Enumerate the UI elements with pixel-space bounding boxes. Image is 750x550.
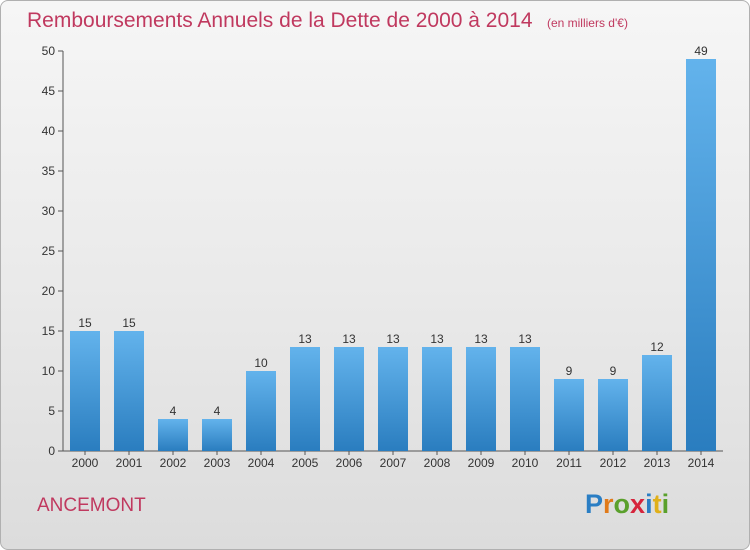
bar	[246, 371, 276, 451]
y-tick-label: 15	[42, 324, 56, 338]
x-tick-label: 2004	[248, 456, 275, 470]
bar-value-label: 15	[122, 316, 136, 330]
bar-value-label: 13	[298, 332, 312, 346]
bar-value-label: 10	[254, 356, 268, 370]
y-tick-label: 0	[48, 444, 55, 458]
bar	[70, 331, 100, 451]
bar	[686, 59, 716, 451]
bar-value-label: 49	[694, 44, 708, 58]
chart-title: Remboursements Annuels de la Dette de 20…	[27, 9, 533, 32]
logo-letter: o	[613, 489, 631, 519]
x-tick-label: 2010	[512, 456, 539, 470]
bar-value-label: 9	[610, 364, 617, 378]
bar	[334, 347, 364, 451]
x-tick-label: 2000	[72, 456, 99, 470]
x-tick-label: 2006	[336, 456, 363, 470]
bar	[598, 379, 628, 451]
y-tick-label: 25	[42, 244, 56, 258]
bar-value-label: 13	[518, 332, 532, 346]
proxiti-logo: Proxiti	[585, 489, 669, 520]
x-tick-label: 2003	[204, 456, 231, 470]
x-tick-label: 2011	[556, 456, 582, 470]
bar-value-label: 13	[386, 332, 400, 346]
bar	[510, 347, 540, 451]
bars: 15 15 4 4 10 13 13 13 13 13 13 9 9 12 49	[70, 44, 716, 451]
logo-letter: i	[645, 489, 653, 519]
commune-name: ANCEMONT	[37, 495, 146, 516]
chart-subtitle: (en milliers d'€)	[546, 16, 628, 30]
x-tick-label: 2007	[380, 456, 407, 470]
bar	[642, 355, 672, 451]
x-tick-label: 2012	[600, 456, 627, 470]
y-tick-label: 10	[42, 364, 56, 378]
y-tick-label: 5	[48, 404, 55, 418]
y-tick-label: 30	[42, 204, 56, 218]
bar-value-label: 13	[474, 332, 488, 346]
bar	[554, 379, 584, 451]
bar-value-label: 15	[78, 316, 92, 330]
x-tick-label: 2014	[688, 456, 715, 470]
x-tick-label: 2001	[116, 456, 143, 470]
bar	[202, 419, 232, 451]
bar	[466, 347, 496, 451]
bar-value-label: 12	[650, 340, 664, 354]
logo-letter: r	[603, 489, 614, 519]
bar-value-label: 13	[342, 332, 356, 346]
bar	[290, 347, 320, 451]
x-tick-label: 2002	[160, 456, 187, 470]
bar	[158, 419, 188, 451]
bar-value-label: 4	[214, 404, 221, 418]
logo-letter: i	[661, 489, 670, 519]
logo-letter: x	[630, 489, 646, 519]
bar	[422, 347, 452, 451]
x-tick-label: 2005	[292, 456, 319, 470]
y-tick-label: 45	[42, 84, 56, 98]
x-tick-label: 2013	[644, 456, 671, 470]
y-tick-label: 20	[42, 284, 56, 298]
y-tick-label: 40	[42, 124, 56, 138]
x-tick-label: 2009	[468, 456, 495, 470]
logo-letter: t	[652, 489, 662, 519]
logo-letter: P	[585, 489, 604, 519]
y-tick-label: 35	[42, 164, 56, 178]
y-tick-label: 50	[42, 44, 56, 58]
title-row: Remboursements Annuels de la Dette de 20…	[27, 9, 628, 33]
bar-value-label: 4	[170, 404, 177, 418]
x-tick-label: 2008	[424, 456, 451, 470]
bar-value-label: 13	[430, 332, 444, 346]
bar-value-label: 9	[566, 364, 573, 378]
bar	[378, 347, 408, 451]
bar	[114, 331, 144, 451]
